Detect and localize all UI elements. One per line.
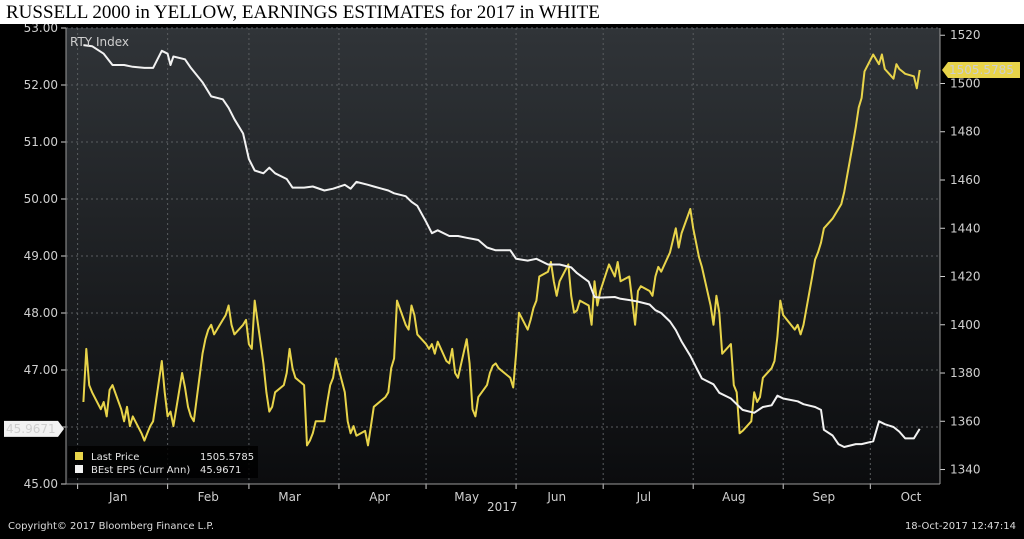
copyright-text: Copyright© 2017 Bloomberg Finance L.P. [8, 521, 214, 532]
eps-tag-text: 45.9671 [6, 422, 56, 436]
legend: Last Price 1505.5785 BEst EPS (Curr Ann)… [68, 446, 258, 478]
month-tick-label: Jan [108, 490, 128, 504]
left-tick-label: 51.00 [24, 135, 58, 149]
right-tick-label: 1480 [950, 125, 981, 139]
right-tick-label: 1500 [950, 76, 981, 90]
left-tick-label: 50.00 [24, 192, 58, 206]
right-tick-label: 1520 [950, 28, 981, 42]
timestamp-text: 18-Oct-2017 12:47:14 [905, 521, 1016, 532]
month-tick-label: Sep [813, 490, 836, 504]
right-tick-label: 1340 [950, 463, 981, 477]
chart-svg: 45.0046.0047.0048.0049.0050.0051.0052.00… [4, 24, 1020, 532]
month-tick-label: Aug [722, 490, 745, 504]
left-tick-label: 53.00 [24, 24, 58, 35]
eps-tag-shape [4, 420, 64, 437]
legend-background [68, 446, 258, 478]
last-price-tag: 1505.5785 [942, 62, 1020, 79]
axis-layer: 45.0046.0047.0048.0049.0050.0051.0052.00… [24, 24, 981, 504]
last-price-tag-text: 1505.5785 [949, 63, 1014, 77]
eps-tag: 45.9671 [4, 420, 64, 437]
month-tick-label: Jul [636, 490, 651, 504]
last-price-tag-shape [942, 62, 1020, 79]
legend-value-eps: 45.9671 [200, 465, 241, 476]
page-title: RUSSELL 2000 in YELLOW, EARNINGS ESTIMAT… [6, 2, 600, 23]
month-tick-label: May [454, 490, 479, 504]
legend-label-eps: BEst EPS (Curr Ann) [91, 465, 190, 476]
month-tick-label: Mar [278, 490, 301, 504]
series-layer [82, 44, 921, 448]
index-label: RTY Index [70, 35, 129, 49]
right-tick-label: 1460 [950, 173, 981, 187]
left-tick-label: 47.00 [24, 363, 58, 377]
right-tick-label: 1420 [950, 270, 981, 284]
month-tick-label: Oct [901, 490, 922, 504]
right-tick-label: 1440 [950, 221, 981, 235]
series-line-last-price [82, 53, 921, 447]
series-line-eps [83, 44, 921, 448]
left-tick-label: 52.00 [24, 78, 58, 92]
right-tick-label: 1360 [950, 414, 981, 428]
right-tick-label: 1380 [950, 366, 981, 380]
legend-swatch-eps [75, 465, 83, 473]
legend-label-last-price: Last Price [91, 452, 139, 463]
chart-frame: 45.0046.0047.0048.0049.0050.0051.0052.00… [0, 24, 1024, 539]
month-tick-label: Jun [546, 490, 566, 504]
left-tick-label: 49.00 [24, 249, 58, 263]
right-tick-label: 1400 [950, 318, 981, 332]
left-tick-label: 45.00 [24, 477, 58, 491]
left-tick-label: 48.00 [24, 306, 58, 320]
month-tick-label: Feb [198, 490, 219, 504]
legend-swatch-last-price [75, 452, 83, 460]
x-year-label: 2017 [487, 500, 518, 514]
month-tick-label: Apr [369, 490, 390, 504]
legend-value-last-price: 1505.5785 [200, 452, 254, 463]
